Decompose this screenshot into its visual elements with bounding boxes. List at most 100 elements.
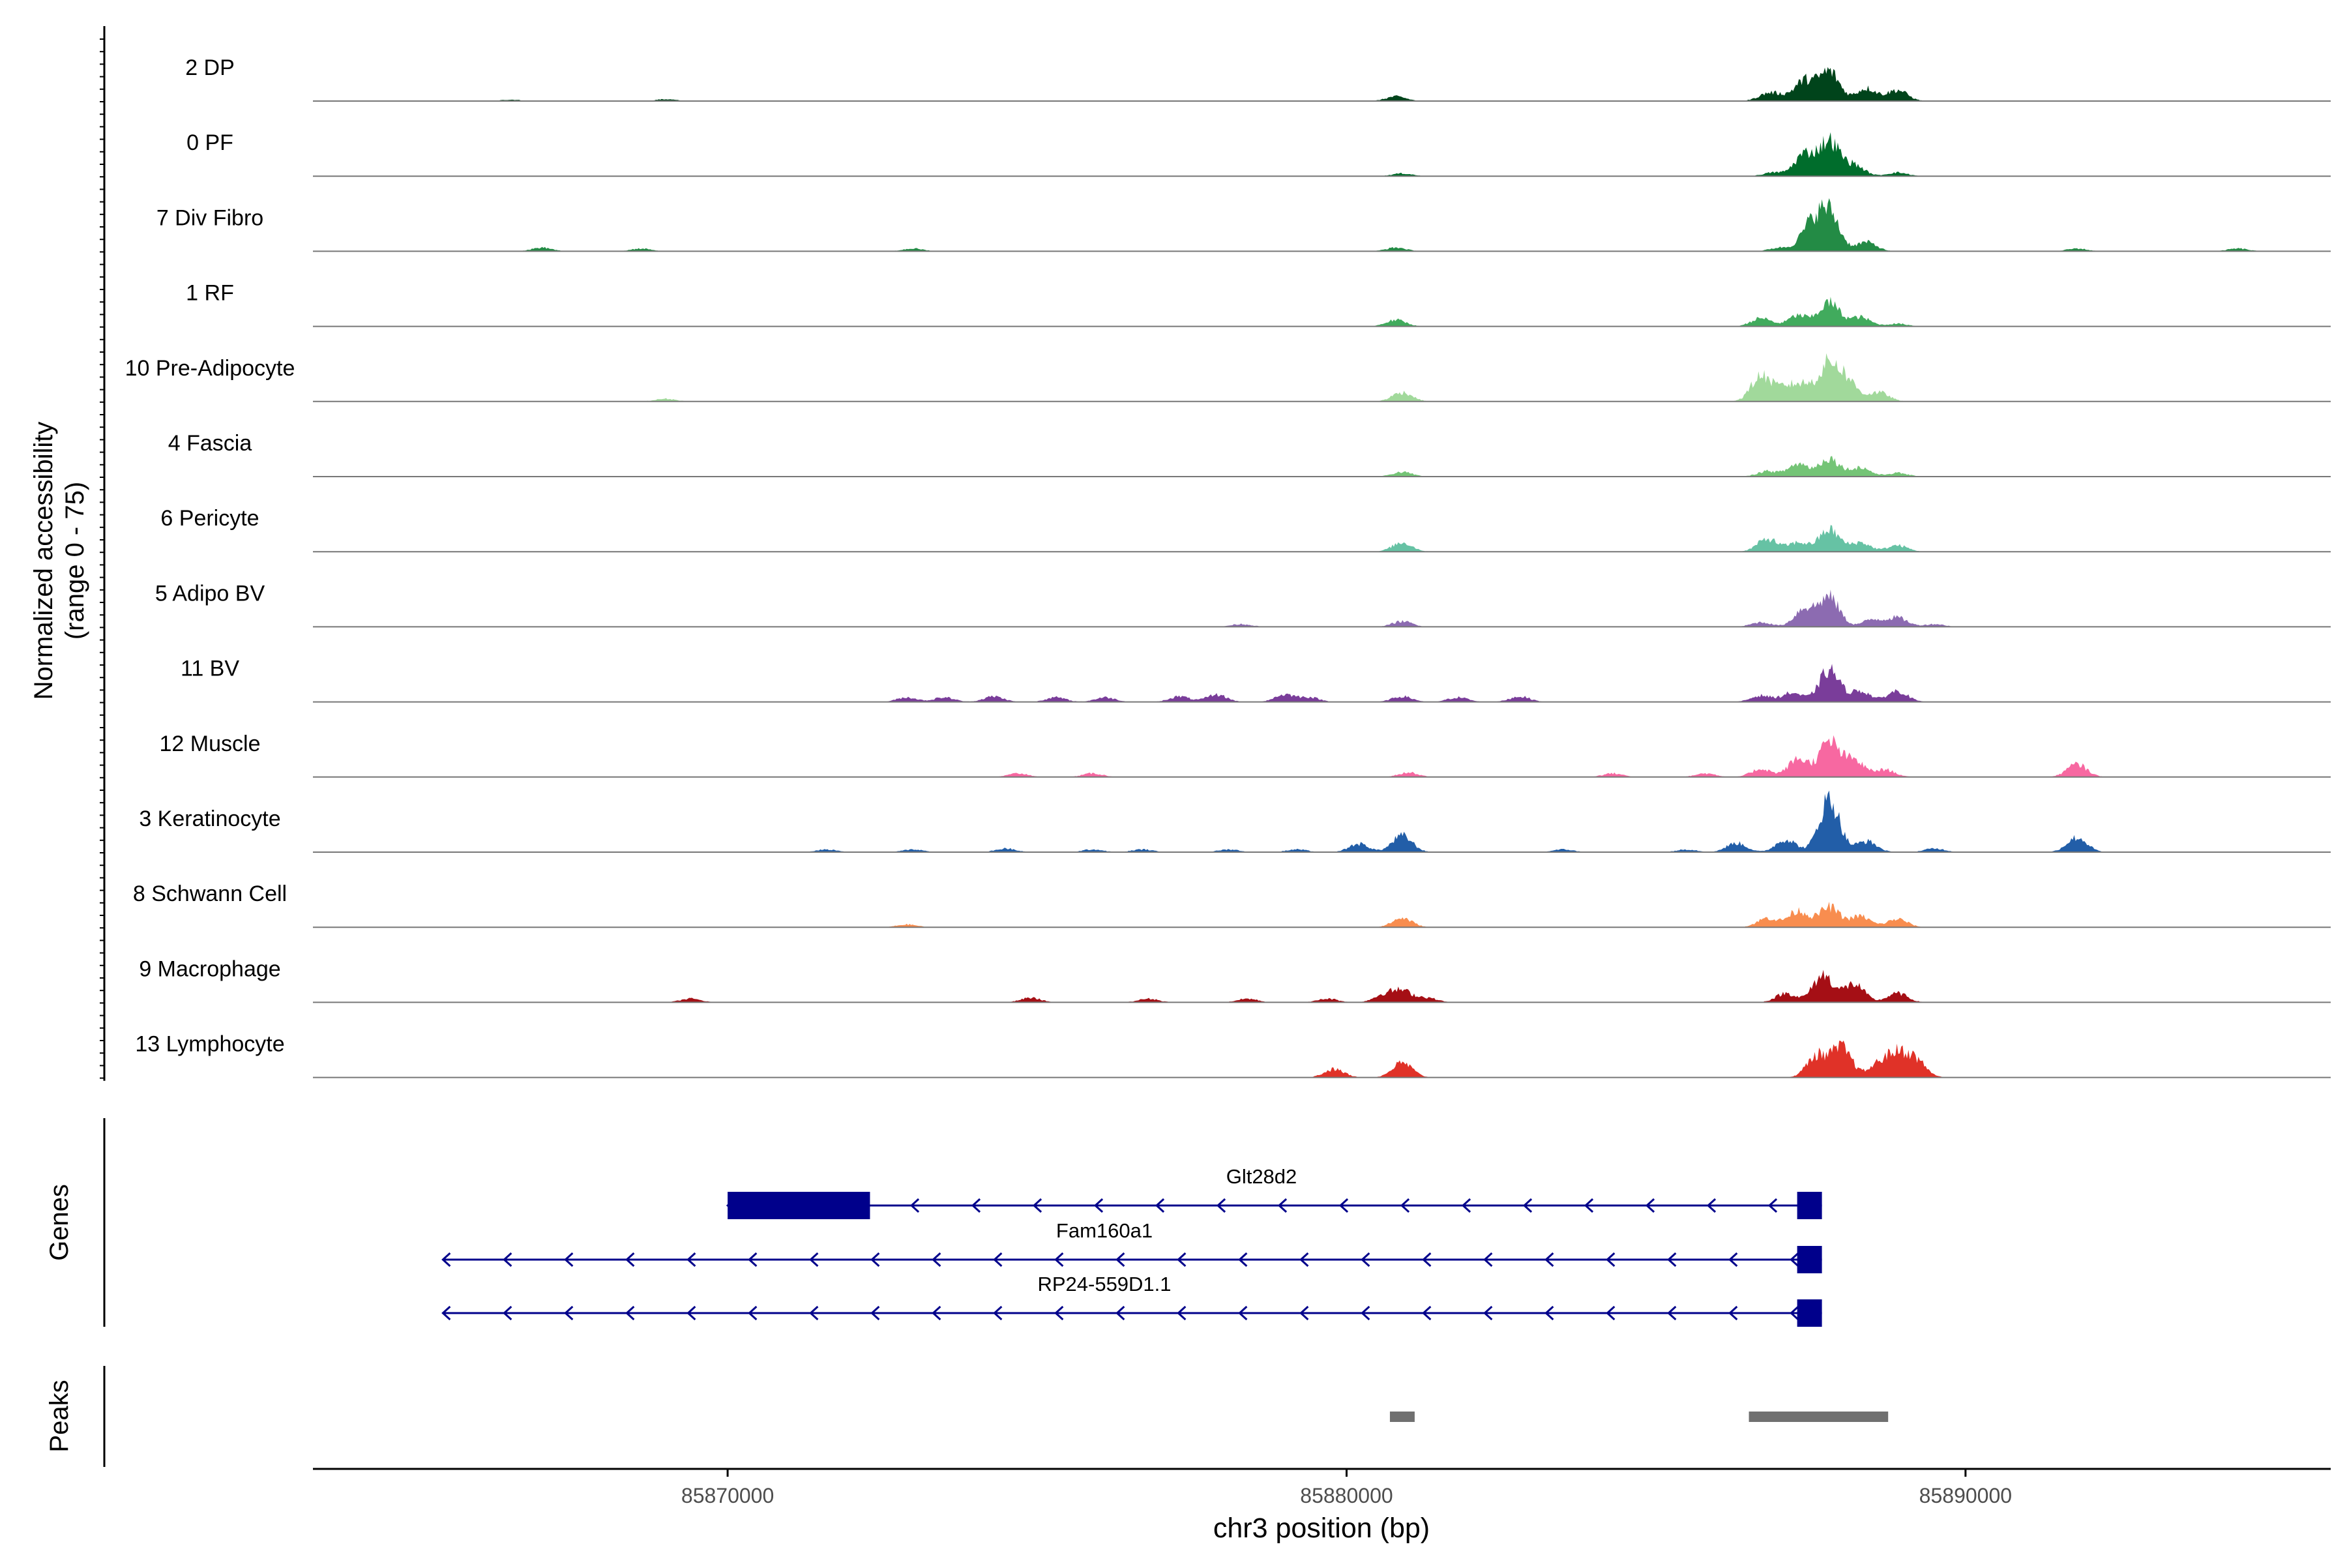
- strand-arrow: [503, 1252, 512, 1267]
- track-label: 8 Schwann Cell: [133, 881, 287, 906]
- peak-region: [1749, 1412, 1889, 1422]
- peaks-panel: [1389, 1412, 1889, 1422]
- strand-arrow: [1177, 1305, 1187, 1321]
- strand-arrow: [1054, 1252, 1064, 1267]
- track-label: 10 Pre-Adipocyte: [125, 356, 295, 381]
- strand-arrow: [1606, 1252, 1616, 1267]
- track-label: 9 Macrophage: [139, 956, 280, 981]
- strand-arrow: [971, 1198, 981, 1213]
- strand-arrow: [1422, 1305, 1432, 1321]
- strand-arrow: [1767, 1198, 1778, 1213]
- track-14: 13 Lymphocyte: [135, 1032, 2331, 1078]
- strand-arrow: [1115, 1252, 1125, 1267]
- strand-arrow: [1093, 1198, 1104, 1213]
- strand-arrow: [870, 1252, 880, 1267]
- strand-arrow: [870, 1305, 880, 1321]
- x-axis-tick-label: 85870000: [681, 1484, 774, 1507]
- strand-arrow: [1155, 1198, 1165, 1213]
- strand-arrow: [441, 1252, 451, 1267]
- track-12: 8 Schwann Cell: [133, 881, 2331, 928]
- strand-arrow: [1422, 1252, 1432, 1267]
- track-5: 10 Pre-Adipocyte: [125, 353, 2331, 402]
- track-label: 0 PF: [186, 130, 233, 155]
- track-label: 6 Pericyte: [160, 506, 259, 531]
- strand-arrow: [1790, 1305, 1799, 1321]
- track-label: 5 Adipo BV: [155, 581, 265, 606]
- strand-arrow: [1238, 1305, 1248, 1321]
- peaks-label: Peaks: [45, 1380, 74, 1452]
- genes-panel: Glt28d2 Fam160a1 RP24-559D1.1: [441, 1165, 1822, 1327]
- track-3: 7 Div Fibro: [156, 198, 2331, 252]
- strand-arrow: [1544, 1252, 1554, 1267]
- strand-arrow: [1606, 1305, 1616, 1321]
- gene-exon: [1797, 1299, 1822, 1327]
- strand-arrow: [1728, 1252, 1738, 1267]
- strand-arrow: [1544, 1305, 1554, 1321]
- strand-arrow: [1361, 1252, 1370, 1267]
- coverage-area: [313, 735, 2331, 777]
- strand-arrow: [1706, 1198, 1717, 1213]
- strand-arrow: [1238, 1252, 1248, 1267]
- strand-arrow: [625, 1252, 635, 1267]
- track-6: 4 Fascia: [168, 431, 2331, 477]
- track-label: 11 BV: [181, 657, 239, 681]
- track-13: 9 Macrophage: [139, 956, 2331, 1003]
- strand-arrow: [1338, 1198, 1349, 1213]
- track-9: 11 BV: [181, 657, 2331, 703]
- x-axis: 85870000 85880000 85890000: [313, 1468, 2331, 1507]
- coverage-area: [313, 1041, 2331, 1078]
- track-label: 1 RF: [186, 281, 234, 306]
- coverage-area: [313, 198, 2331, 252]
- peak-region: [1389, 1412, 1415, 1422]
- coverage-area: [313, 456, 2331, 477]
- coverage-area: [313, 664, 2331, 702]
- strand-arrow: [625, 1305, 635, 1321]
- gene-exon: [1797, 1246, 1822, 1273]
- track-2: 0 PF: [186, 130, 2331, 177]
- strand-arrow: [1728, 1305, 1738, 1321]
- strand-arrow: [1483, 1305, 1493, 1321]
- strand-arrow: [932, 1305, 941, 1321]
- track-label: 12 Muscle: [160, 732, 261, 756]
- coverage-area: [313, 67, 2331, 101]
- strand-arrow: [1522, 1198, 1533, 1213]
- coverage-area: [313, 790, 2331, 852]
- strand-arrow: [1667, 1305, 1677, 1321]
- coverage-area: [313, 525, 2331, 552]
- strand-arrow: [993, 1305, 1003, 1321]
- track-4: 1 RF: [186, 281, 2331, 327]
- gene-Fam160a1: Fam160a1: [441, 1219, 1822, 1273]
- track-label: 2 DP: [185, 55, 235, 80]
- strand-arrow: [441, 1305, 451, 1321]
- strand-arrow: [1177, 1252, 1187, 1267]
- accessibility-y-axis: [100, 26, 106, 1081]
- strand-arrow: [686, 1305, 696, 1321]
- strand-arrow: [1667, 1252, 1677, 1267]
- track-8: 5 Adipo BV: [155, 581, 2331, 628]
- track-label: 7 Div Fibro: [156, 205, 263, 230]
- coverage-area: [313, 902, 2331, 928]
- gene-name-label: RP24-559D1.1: [1037, 1273, 1171, 1295]
- genes-label: Genes: [45, 1184, 74, 1261]
- strand-arrow: [1115, 1305, 1125, 1321]
- strand-arrow: [686, 1252, 696, 1267]
- strand-arrow: [1361, 1305, 1370, 1321]
- coverage-tracks: 2 DP 0 PF 7 Div Fibro 1 RF 10 Pre-Adipocyte 4…: [125, 55, 2331, 1078]
- strand-arrow: [748, 1252, 758, 1267]
- gene-name-label: Fam160a1: [1056, 1219, 1153, 1242]
- x-axis-label: chr3 position (bp): [1213, 1513, 1430, 1544]
- x-axis-tick-label: 85880000: [1300, 1484, 1393, 1507]
- strand-arrow: [564, 1305, 574, 1321]
- strand-arrow: [1645, 1198, 1655, 1213]
- strand-arrow: [564, 1252, 574, 1267]
- strand-arrow: [1032, 1198, 1042, 1213]
- strand-arrow: [909, 1198, 920, 1213]
- strand-arrow: [809, 1305, 819, 1321]
- strand-arrow: [1790, 1252, 1799, 1267]
- y-axis-label-line1: Normalized accessibility: [29, 422, 58, 700]
- coverage-area: [313, 353, 2331, 402]
- strand-arrow: [1400, 1198, 1410, 1213]
- strand-arrow: [1277, 1198, 1288, 1213]
